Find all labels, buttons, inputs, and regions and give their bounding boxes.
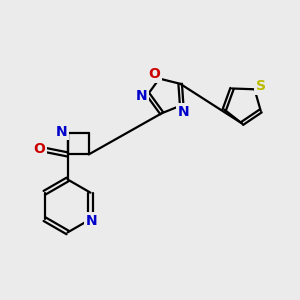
Text: N: N [85,214,97,228]
Text: O: O [148,67,160,81]
Text: N: N [56,125,68,139]
Text: S: S [256,79,266,93]
Text: N: N [136,89,147,103]
Text: N: N [177,105,189,119]
Text: O: O [34,142,46,156]
